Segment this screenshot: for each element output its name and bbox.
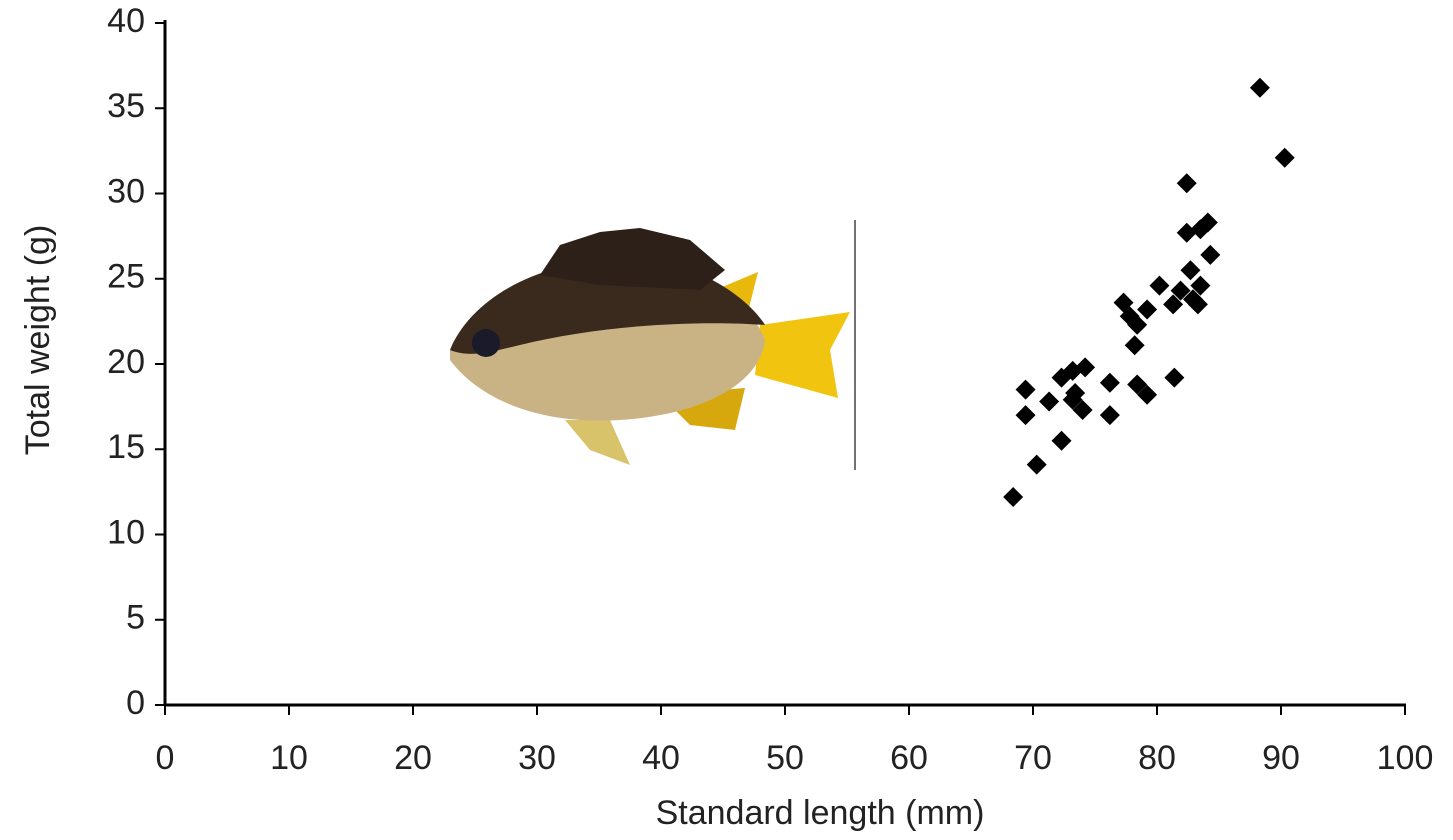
data-point xyxy=(1100,373,1120,393)
x-tick-label: 70 xyxy=(1014,739,1052,777)
fish-illustration xyxy=(450,220,855,470)
data-point xyxy=(1016,380,1036,400)
y-tick-label: 10 xyxy=(107,513,145,551)
data-point xyxy=(1250,78,1270,98)
x-tick-label: 80 xyxy=(1138,739,1176,777)
x-tick-label: 40 xyxy=(642,739,680,777)
data-point xyxy=(1177,173,1197,193)
x-tick-label: 10 xyxy=(270,739,308,777)
data-point xyxy=(1016,405,1036,425)
data-point xyxy=(1149,276,1169,296)
data-point xyxy=(1125,335,1145,355)
y-tick-label: 20 xyxy=(107,343,145,381)
x-tick-label: 50 xyxy=(766,739,804,777)
data-point xyxy=(1180,260,1200,280)
data-point xyxy=(1200,245,1220,265)
data-point xyxy=(1100,405,1120,425)
x-axis-label: Standard length (mm) xyxy=(656,794,985,832)
y-tick-label: 25 xyxy=(107,258,145,296)
data-point xyxy=(1164,368,1184,388)
x-tick-label: 20 xyxy=(394,739,432,777)
data-point xyxy=(1003,487,1023,507)
x-tick-label: 0 xyxy=(156,739,175,777)
data-point xyxy=(1027,455,1047,475)
y-axis-label: Total weight (g) xyxy=(19,225,57,456)
x-tick-label: 60 xyxy=(890,739,928,777)
y-tick-label: 30 xyxy=(107,172,145,210)
chart: Standard length (mm) Total weight (g) 0 5… xyxy=(0,0,1453,840)
x-tick-label: 100 xyxy=(1377,739,1434,777)
y-tick-label: 15 xyxy=(107,428,145,466)
data-point xyxy=(1052,431,1072,451)
y-tick-label: 35 xyxy=(107,87,145,125)
x-tick-label: 90 xyxy=(1262,739,1300,777)
data-point xyxy=(1137,299,1157,319)
y-tick-label: 0 xyxy=(126,684,145,722)
data-point xyxy=(1275,148,1295,168)
y-tick-label: 5 xyxy=(126,599,145,637)
y-tick-label: 40 xyxy=(107,2,145,40)
data-point xyxy=(1177,223,1197,243)
data-point xyxy=(1039,392,1059,412)
x-tick-label: 30 xyxy=(518,739,556,777)
